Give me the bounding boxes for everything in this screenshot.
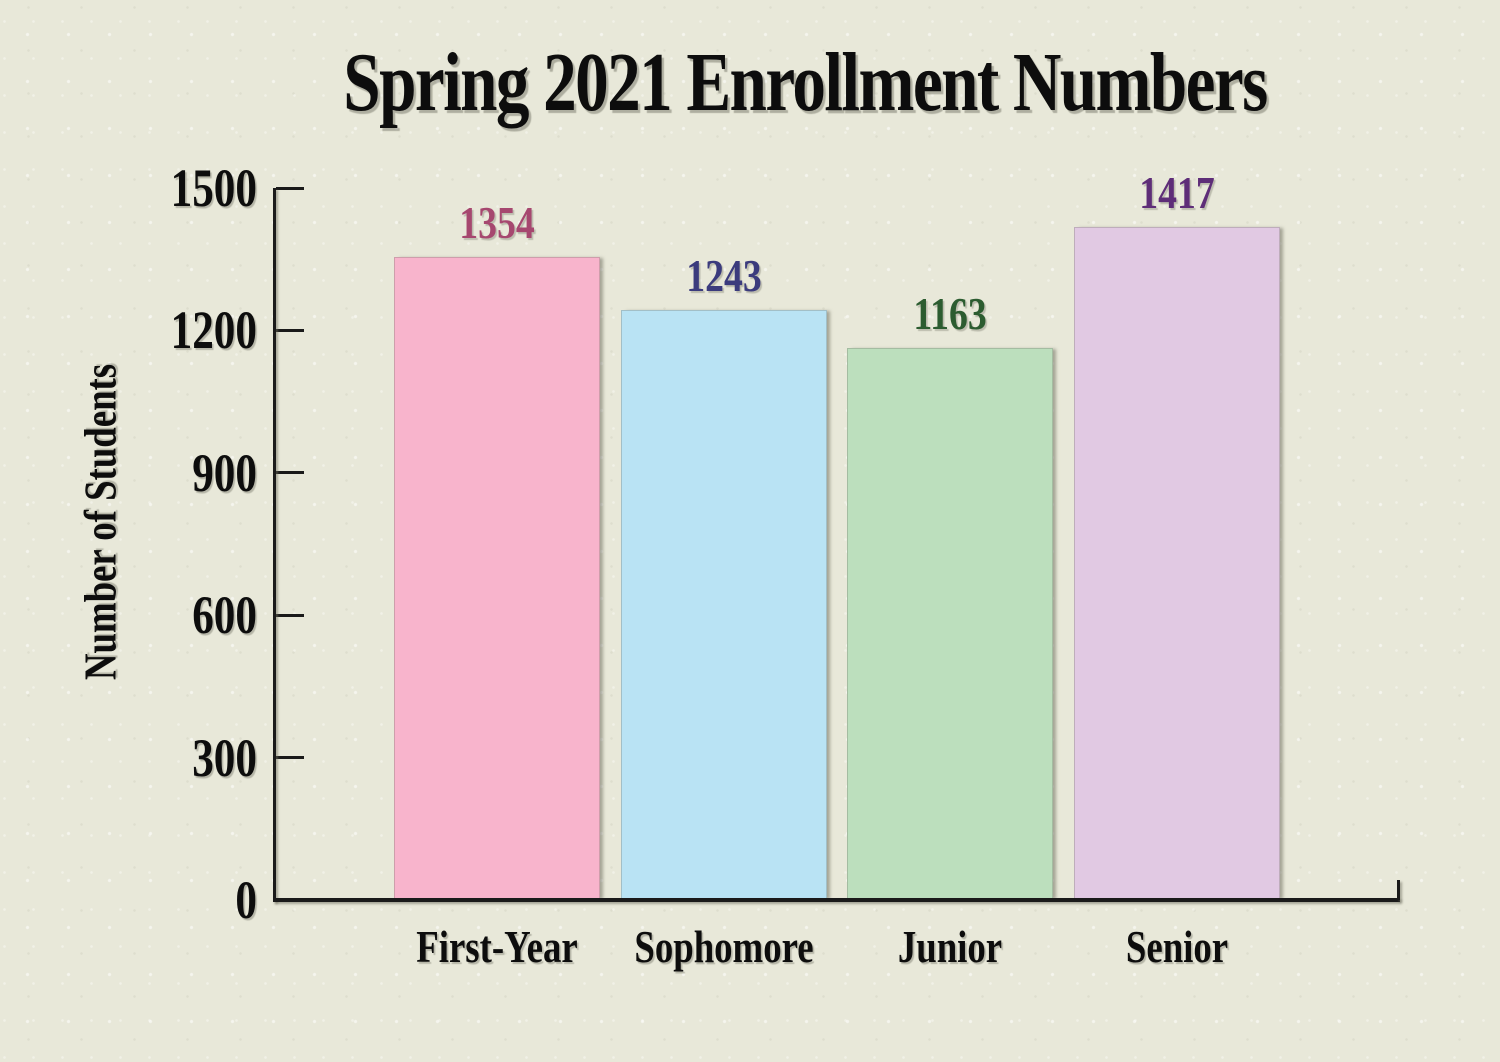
y-tick-label: 300 <box>192 727 257 788</box>
y-tick <box>276 186 304 190</box>
y-tick <box>276 328 304 332</box>
bar-junior <box>847 347 1053 900</box>
y-tick-label: 1500 <box>170 158 257 218</box>
y-tick <box>276 756 304 760</box>
bar-value-label-first-year: 1354 <box>459 197 535 249</box>
bar-value-label-senior: 1417 <box>1138 167 1215 219</box>
chart-title: Spring 2021 Enrollment Numbers <box>343 36 1268 129</box>
x-axis-end-tick <box>1397 880 1400 900</box>
x-axis-line <box>273 898 1400 902</box>
y-tick-label: 1200 <box>170 300 257 361</box>
bar-sophomore <box>620 309 827 900</box>
y-tick-label: 0 <box>235 870 257 930</box>
y-tick-label: 600 <box>192 585 257 646</box>
y-tick-label: 900 <box>192 442 257 503</box>
x-category-label-first-year: First-Year <box>416 921 578 972</box>
x-category-label-senior: Senior <box>1125 921 1228 972</box>
y-tick <box>276 613 304 617</box>
bar-value-label-sophomore: 1243 <box>685 249 762 301</box>
y-axis-line <box>273 188 276 902</box>
bar-first-year <box>394 257 600 900</box>
y-tick <box>276 471 304 475</box>
bar-senior <box>1073 227 1280 900</box>
bar-value-label-junior: 1163 <box>913 287 987 339</box>
x-category-label-sophomore: Sophomore <box>633 921 814 972</box>
x-category-label-junior: Junior <box>897 921 1003 972</box>
